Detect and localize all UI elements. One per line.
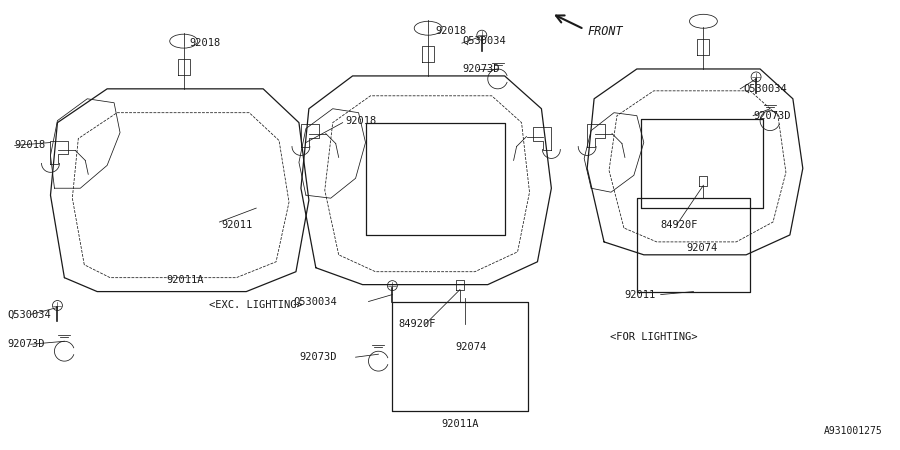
Text: 92011A: 92011A [441,419,479,429]
Text: FRONT: FRONT [587,25,623,38]
Text: 92018: 92018 [14,140,46,150]
Text: 92011: 92011 [221,220,253,230]
Text: 92074: 92074 [455,342,486,352]
Text: <FOR LIGHTING>: <FOR LIGHTING> [610,332,698,342]
Text: 92018: 92018 [346,116,377,126]
Text: 84920F: 84920F [399,320,436,329]
Text: 92073D: 92073D [299,352,337,362]
Text: 92018: 92018 [435,26,466,36]
Text: Q530034: Q530034 [8,310,51,320]
Text: Q530034: Q530034 [462,36,506,46]
Text: Q530034: Q530034 [293,297,337,306]
Text: <EXC. LIGHTING>: <EXC. LIGHTING> [210,300,303,310]
Text: 92011A: 92011A [166,274,204,285]
Text: 92073D: 92073D [8,339,45,349]
Text: 92074: 92074 [687,243,718,253]
Text: A931001275: A931001275 [824,426,882,436]
Text: 84920F: 84920F [661,220,698,230]
Text: 92073D: 92073D [462,64,500,74]
Text: Q530034: Q530034 [743,84,787,94]
Text: 92011: 92011 [624,289,655,300]
Text: 92018: 92018 [190,38,220,48]
Text: 92073D: 92073D [753,111,790,121]
